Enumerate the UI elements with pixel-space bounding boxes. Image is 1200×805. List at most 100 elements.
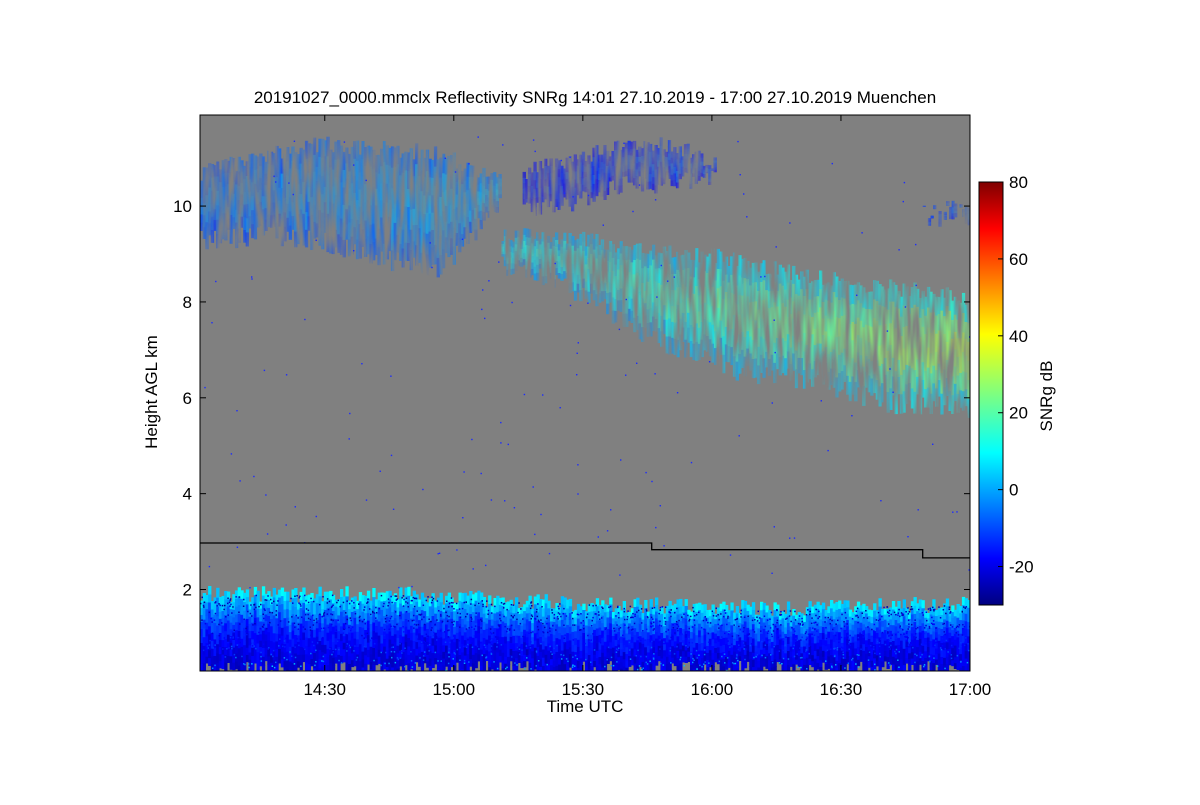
echo-cell — [655, 598, 658, 605]
echo-cell — [749, 673, 752, 681]
echo-cell — [572, 671, 575, 678]
echo-cell — [216, 588, 219, 598]
echo-cell — [340, 589, 343, 597]
echo-cell — [550, 158, 553, 166]
echo-cell — [515, 597, 518, 605]
echo-cell — [599, 671, 602, 679]
echo-cell — [800, 672, 803, 679]
echo-cell — [257, 669, 260, 678]
echo-cell — [690, 671, 693, 678]
echo-cell — [286, 592, 289, 601]
echo-cell — [679, 663, 682, 671]
echo-cell — [474, 218, 477, 229]
echo-cell — [539, 205, 542, 214]
echo-cell — [814, 673, 817, 681]
echo-cell — [736, 668, 739, 676]
echo-cell — [305, 670, 308, 679]
echo-cell — [617, 141, 620, 150]
echo-cell — [700, 157, 703, 161]
echo-cell — [903, 665, 906, 674]
echo-cell — [582, 604, 585, 610]
echo-cell — [736, 661, 739, 669]
echo-cell — [647, 672, 650, 679]
echo-cell — [496, 206, 499, 212]
echo-cell — [203, 672, 206, 681]
echo-cell — [343, 239, 346, 257]
echo-cell — [879, 668, 882, 676]
echo-cell — [625, 674, 628, 681]
echo-cell — [579, 290, 582, 302]
echo-cell — [498, 190, 501, 195]
echo-cell — [846, 601, 849, 608]
echo-cell — [782, 671, 785, 678]
echo-cell — [251, 672, 254, 681]
echo-cell — [399, 587, 402, 595]
echo-cell — [214, 672, 217, 681]
echo-cell — [931, 216, 934, 217]
echo-cell — [319, 587, 322, 597]
echo-cell — [533, 162, 536, 172]
echo-cell — [614, 310, 617, 322]
echo-cell — [397, 668, 400, 676]
echo-cell — [700, 153, 703, 157]
echo-cell — [545, 671, 548, 680]
echo-cell — [676, 182, 679, 188]
echo-cell — [448, 671, 451, 680]
echo-cell — [787, 602, 790, 610]
echo-cell — [908, 664, 911, 670]
echo-cell — [644, 600, 647, 608]
echo-cell — [305, 229, 308, 247]
echo-cell — [604, 663, 607, 671]
echo-cell — [348, 671, 351, 679]
echo-cell — [916, 668, 919, 676]
echo-cell — [736, 606, 739, 614]
echo-cell — [582, 232, 585, 242]
echo-cell — [542, 674, 545, 683]
echo-cell — [294, 671, 297, 681]
echo-cell — [496, 201, 499, 207]
echo-cell — [523, 661, 526, 668]
echo-cell — [321, 230, 324, 249]
echo-cell — [873, 603, 876, 610]
echo-cell — [932, 599, 935, 608]
echo-cell — [498, 182, 501, 187]
echo-cell — [687, 144, 690, 149]
echo-cell — [668, 140, 671, 147]
echo-cell — [413, 665, 416, 674]
echo-cell — [243, 671, 246, 680]
echo-cell — [547, 236, 550, 243]
echo-cell — [205, 235, 208, 249]
echo-cell — [946, 201, 949, 202]
echo-cell — [854, 669, 857, 677]
echo-cell — [714, 157, 717, 160]
echo-cell — [482, 168, 485, 177]
echo-cell — [903, 673, 906, 682]
echo-cell — [862, 386, 865, 406]
echo-cell — [488, 595, 491, 604]
echo-cell — [939, 211, 942, 214]
echo-cell — [744, 661, 747, 668]
echo-cell — [579, 191, 582, 199]
echo-cell — [523, 172, 526, 178]
echo-cell — [552, 279, 555, 288]
echo-cell — [515, 665, 518, 673]
echo-cell — [512, 673, 515, 681]
echo-cell — [364, 672, 367, 681]
echo-cell — [844, 666, 847, 674]
echo-cell — [641, 184, 644, 192]
echo-cell — [660, 137, 663, 146]
echo-cell — [679, 146, 682, 152]
echo-cell — [833, 672, 836, 680]
echo-cell — [337, 662, 340, 671]
echo-cell — [757, 673, 760, 680]
echo-cell — [216, 672, 219, 682]
echo-cell — [623, 601, 626, 609]
echo-cell — [706, 666, 709, 674]
echo-cell — [230, 229, 233, 244]
echo-cell — [529, 671, 532, 680]
echo-cell — [787, 608, 790, 616]
echo-cell — [498, 174, 501, 179]
echo-cell — [685, 599, 688, 606]
